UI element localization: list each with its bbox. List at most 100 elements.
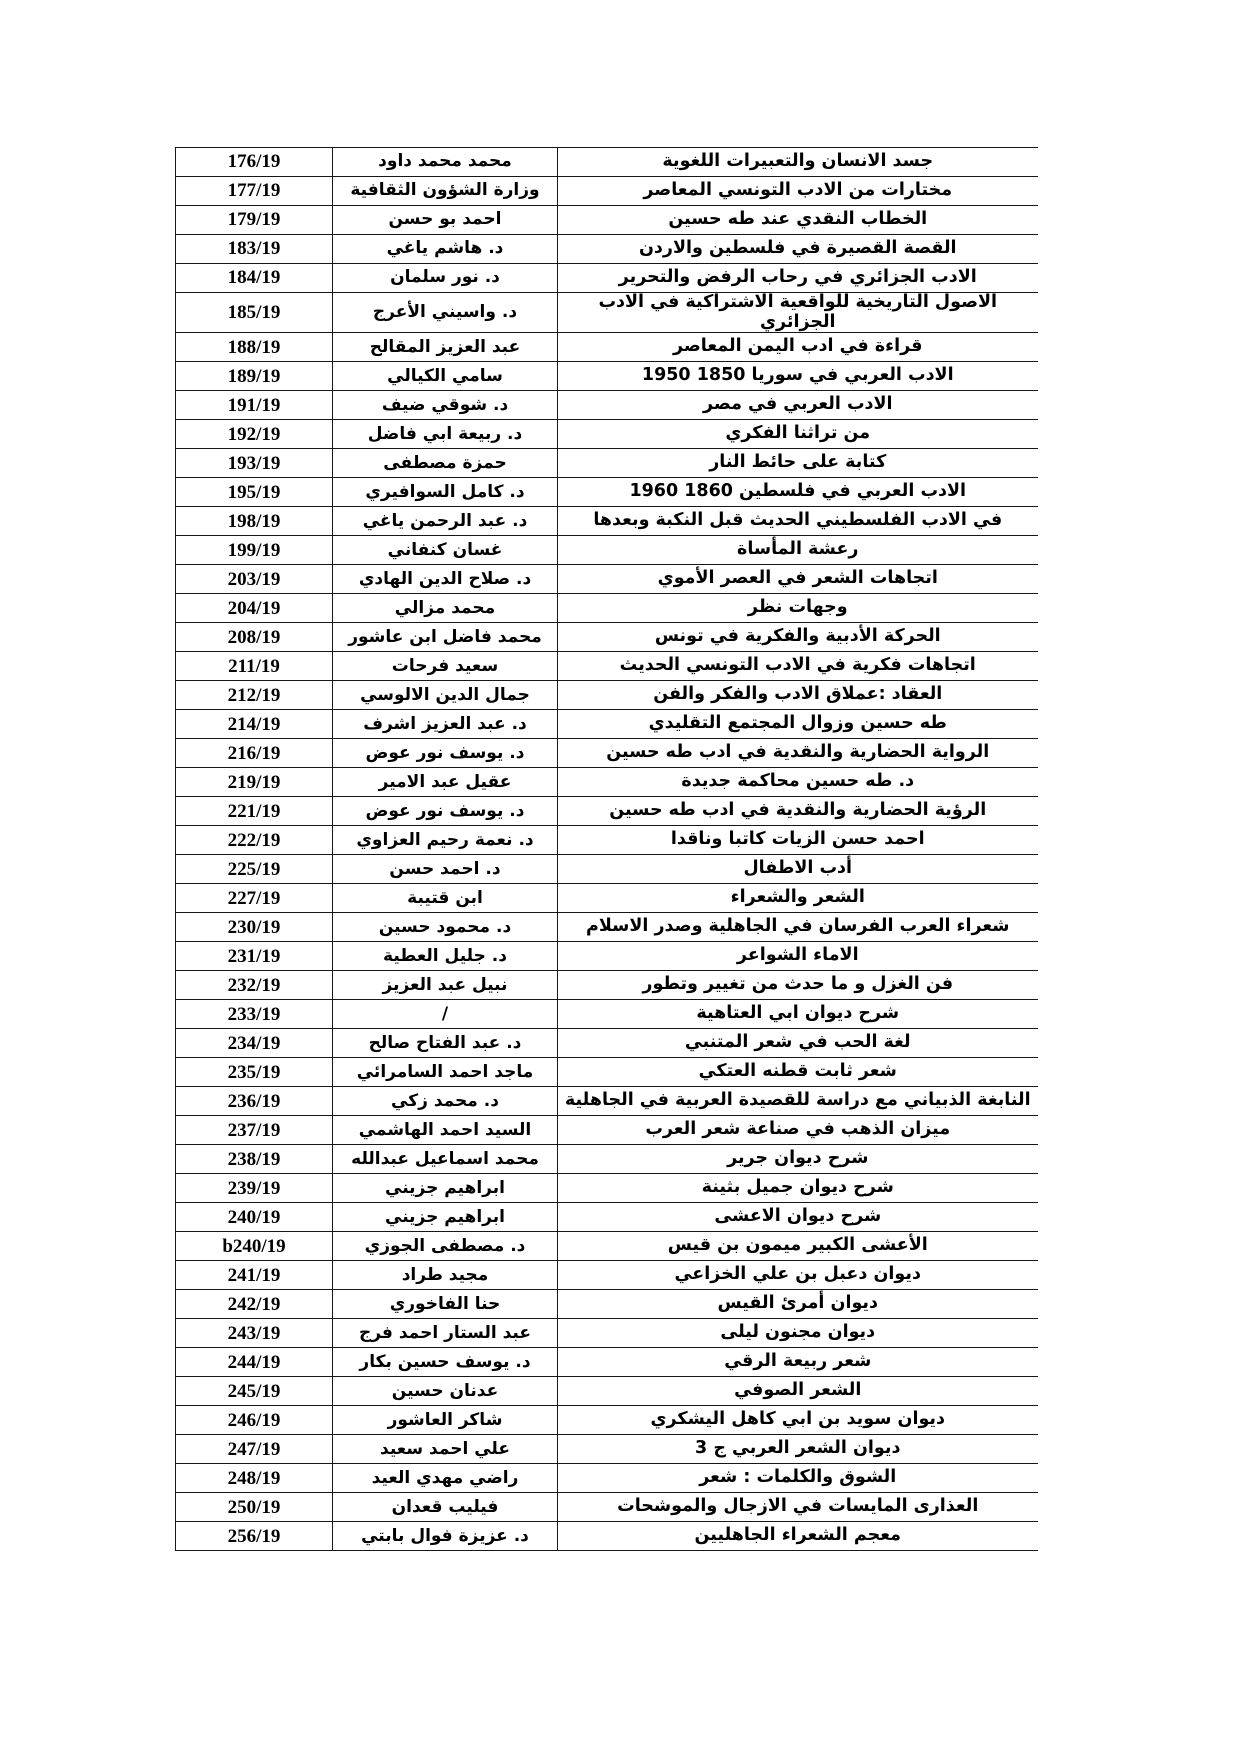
book-title-cell: ديوان مجنون ليلى xyxy=(557,1318,1038,1349)
book-title-cell: شعر ربيعة الرقي xyxy=(557,1347,1038,1378)
record-number-cell: 179/19 xyxy=(175,205,333,235)
table-row: أدب الاطفال د. احمد حسن 225/19 xyxy=(175,854,1038,885)
table-row: طه حسين وزوال المجتمع التقليدي د. عبد ال… xyxy=(175,709,1038,740)
record-number-cell: 189/19 xyxy=(175,361,333,392)
table-row: الادب العربي في سوريا 1850 1950 سامي الك… xyxy=(175,361,1038,392)
table-row: العذارى المايسات في الازجال والموشحات في… xyxy=(175,1492,1038,1523)
book-title-cell: شرح ديوان جرير xyxy=(557,1144,1038,1175)
record-number-cell: 212/19 xyxy=(175,680,333,711)
record-number-cell: 250/19 xyxy=(175,1492,333,1523)
book-title-cell: احمد حسن الزيات كاتبا وناقدا xyxy=(557,825,1038,856)
author-cell: د. محمود حسين xyxy=(332,912,558,943)
table-row: رعشة المأساة غسان كنفاني 199/19 xyxy=(175,535,1038,566)
record-number-cell: b240/19 xyxy=(175,1231,333,1262)
book-title-cell: شعراء العرب الفرسان في الجاهلية وصدر الا… xyxy=(557,912,1038,943)
book-title-cell: الأعشى الكبير ميمون بن قيس xyxy=(557,1231,1038,1262)
table-row: اتجاهات الشعر في العصر الأموي د. صلاح ال… xyxy=(175,564,1038,595)
table-row: معجم الشعراء الجاهليين د. عزيزة فوال باب… xyxy=(175,1521,1038,1552)
book-title-cell: شرح ديوان جميل بثينة xyxy=(557,1173,1038,1204)
table-row: النابغة الذبياني مع دراسة للقصيدة العربي… xyxy=(175,1086,1038,1117)
table-row: ديوان سويد بن ابي كاهل اليشكري شاكر العا… xyxy=(175,1405,1038,1436)
book-title-cell: اتجاهات فكرية في الادب التونسي الحديث xyxy=(557,651,1038,682)
author-cell: السيد احمد الهاشمي xyxy=(332,1115,558,1146)
table-row: كتابة على حائط النار حمزة مصطفى 193/19 xyxy=(175,448,1038,479)
table-row: الشعر والشعراء ابن قتيبة 227/19 xyxy=(175,883,1038,914)
table-row: شرح ديوان الاعشى ابراهيم جزيني 240/19 xyxy=(175,1202,1038,1233)
table-row: ديوان دعبل بن علي الخزاعي مجيد طراد 241/… xyxy=(175,1260,1038,1291)
record-number-cell: 225/19 xyxy=(175,854,333,885)
book-title-cell: فن الغزل و ما حدث من تغيير وتطور xyxy=(557,970,1038,1001)
record-number-cell: 183/19 xyxy=(175,234,333,264)
catalog-table-body: جسد الانسان والتعبيرات اللغوية محمد محمد… xyxy=(175,147,1038,1552)
author-cell: مجيد طراد xyxy=(332,1260,558,1291)
book-title-cell: كتابة على حائط النار xyxy=(557,448,1038,479)
record-number-cell: 239/19 xyxy=(175,1173,333,1204)
record-number-cell: 232/19 xyxy=(175,970,333,1001)
author-cell: غسان كنفاني xyxy=(332,535,558,566)
record-number-cell: 177/19 xyxy=(175,176,333,206)
book-title-cell: الحركة الأدبية والفكرية في تونس xyxy=(557,622,1038,653)
author-cell: د. يوسف حسين بكار xyxy=(332,1347,558,1378)
table-row: ميزان الذهب في صناعة شعر العرب السيد احم… xyxy=(175,1115,1038,1146)
book-title-cell: الاصول التاريخية للواقعية الاشتراكية في … xyxy=(557,291,1038,334)
author-cell: ابن قتيبة xyxy=(332,883,558,914)
author-cell: د. صلاح الدين الهادي xyxy=(332,564,558,595)
book-title-cell: العذارى المايسات في الازجال والموشحات xyxy=(557,1492,1038,1523)
record-number-cell: 240/19 xyxy=(175,1202,333,1233)
book-title-cell: جسد الانسان والتعبيرات اللغوية xyxy=(557,147,1038,177)
author-cell: احمد بو حسن xyxy=(332,205,558,235)
record-number-cell: 199/19 xyxy=(175,535,333,566)
author-cell: / xyxy=(332,999,558,1030)
table-row: العقاد :عملاق الادب والفكر والفن جمال ال… xyxy=(175,680,1038,711)
table-row: في الادب الفلسطيني الحديث قبل النكبة وبع… xyxy=(175,506,1038,537)
author-cell: فيليب قعدان xyxy=(332,1492,558,1523)
author-cell: عبد العزيز المقالح xyxy=(332,332,558,363)
book-title-cell: معجم الشعراء الجاهليين xyxy=(557,1521,1038,1552)
table-row: من تراثنا الفكري د. ربيعة ابي فاضل 192/1… xyxy=(175,419,1038,450)
record-number-cell: 185/19 xyxy=(175,291,333,334)
record-number-cell: 219/19 xyxy=(175,767,333,798)
table-row: ديوان مجنون ليلى عبد الستار احمد فرج 243… xyxy=(175,1318,1038,1349)
book-title-cell: الشوق والكلمات : شعر xyxy=(557,1463,1038,1494)
book-title-cell: لغة الحب في شعر المتنبي xyxy=(557,1028,1038,1059)
author-cell: د. شوقي ضيف xyxy=(332,390,558,421)
record-number-cell: 243/19 xyxy=(175,1318,333,1349)
record-number-cell: 192/19 xyxy=(175,419,333,450)
book-title-cell: الرؤية الحضارية والنقدية في ادب طه حسين xyxy=(557,796,1038,827)
author-cell: نبيل عبد العزيز xyxy=(332,970,558,1001)
author-cell: سعيد فرحات xyxy=(332,651,558,682)
table-row: الاصول التاريخية للواقعية الاشتراكية في … xyxy=(175,291,1038,334)
author-cell: د. احمد حسن xyxy=(332,854,558,885)
table-row: الخطاب النقدي عند طه حسين احمد بو حسن 17… xyxy=(175,205,1038,235)
author-cell: شاكر العاشور xyxy=(332,1405,558,1436)
record-number-cell: 184/19 xyxy=(175,263,333,293)
author-cell: محمد محمد داود xyxy=(332,147,558,177)
record-number-cell: 244/19 xyxy=(175,1347,333,1378)
table-row: الأعشى الكبير ميمون بن قيس د. مصطفى الجو… xyxy=(175,1231,1038,1262)
table-row: الادب العربي في فلسطين 1860 1960 د. كامل… xyxy=(175,477,1038,508)
record-number-cell: 188/19 xyxy=(175,332,333,363)
table-row: شرح ديوان ابي العتاهية / 233/19 xyxy=(175,999,1038,1030)
table-row: احمد حسن الزيات كاتبا وناقدا د. نعمة رحي… xyxy=(175,825,1038,856)
author-cell: عقيل عبد الامير xyxy=(332,767,558,798)
book-title-cell: الادب العربي في مصر xyxy=(557,390,1038,421)
record-number-cell: 211/19 xyxy=(175,651,333,682)
author-cell: د. مصطفى الجوزي xyxy=(332,1231,558,1262)
table-row: الشوق والكلمات : شعر راضي مهدي العيد 248… xyxy=(175,1463,1038,1494)
book-title-cell: الرواية الحضارية والنقدية في ادب طه حسين xyxy=(557,738,1038,769)
table-row: الرؤية الحضارية والنقدية في ادب طه حسين … xyxy=(175,796,1038,827)
record-number-cell: 198/19 xyxy=(175,506,333,537)
table-row: جسد الانسان والتعبيرات اللغوية محمد محمد… xyxy=(175,147,1038,177)
record-number-cell: 235/19 xyxy=(175,1057,333,1088)
catalog-table: جسد الانسان والتعبيرات اللغوية محمد محمد… xyxy=(175,147,1038,1552)
author-cell: د. عبد الفتاح صالح xyxy=(332,1028,558,1059)
table-row: ديوان الشعر العربي ج 3 علي احمد سعيد 247… xyxy=(175,1434,1038,1465)
table-row: شعراء العرب الفرسان في الجاهلية وصدر الا… xyxy=(175,912,1038,943)
record-number-cell: 191/19 xyxy=(175,390,333,421)
table-row: لغة الحب في شعر المتنبي د. عبد الفتاح صا… xyxy=(175,1028,1038,1059)
book-title-cell: الشعر الصوفي xyxy=(557,1376,1038,1407)
record-number-cell: 214/19 xyxy=(175,709,333,740)
record-number-cell: 208/19 xyxy=(175,622,333,653)
record-number-cell: 195/19 xyxy=(175,477,333,508)
author-cell: عبد الستار احمد فرج xyxy=(332,1318,558,1349)
